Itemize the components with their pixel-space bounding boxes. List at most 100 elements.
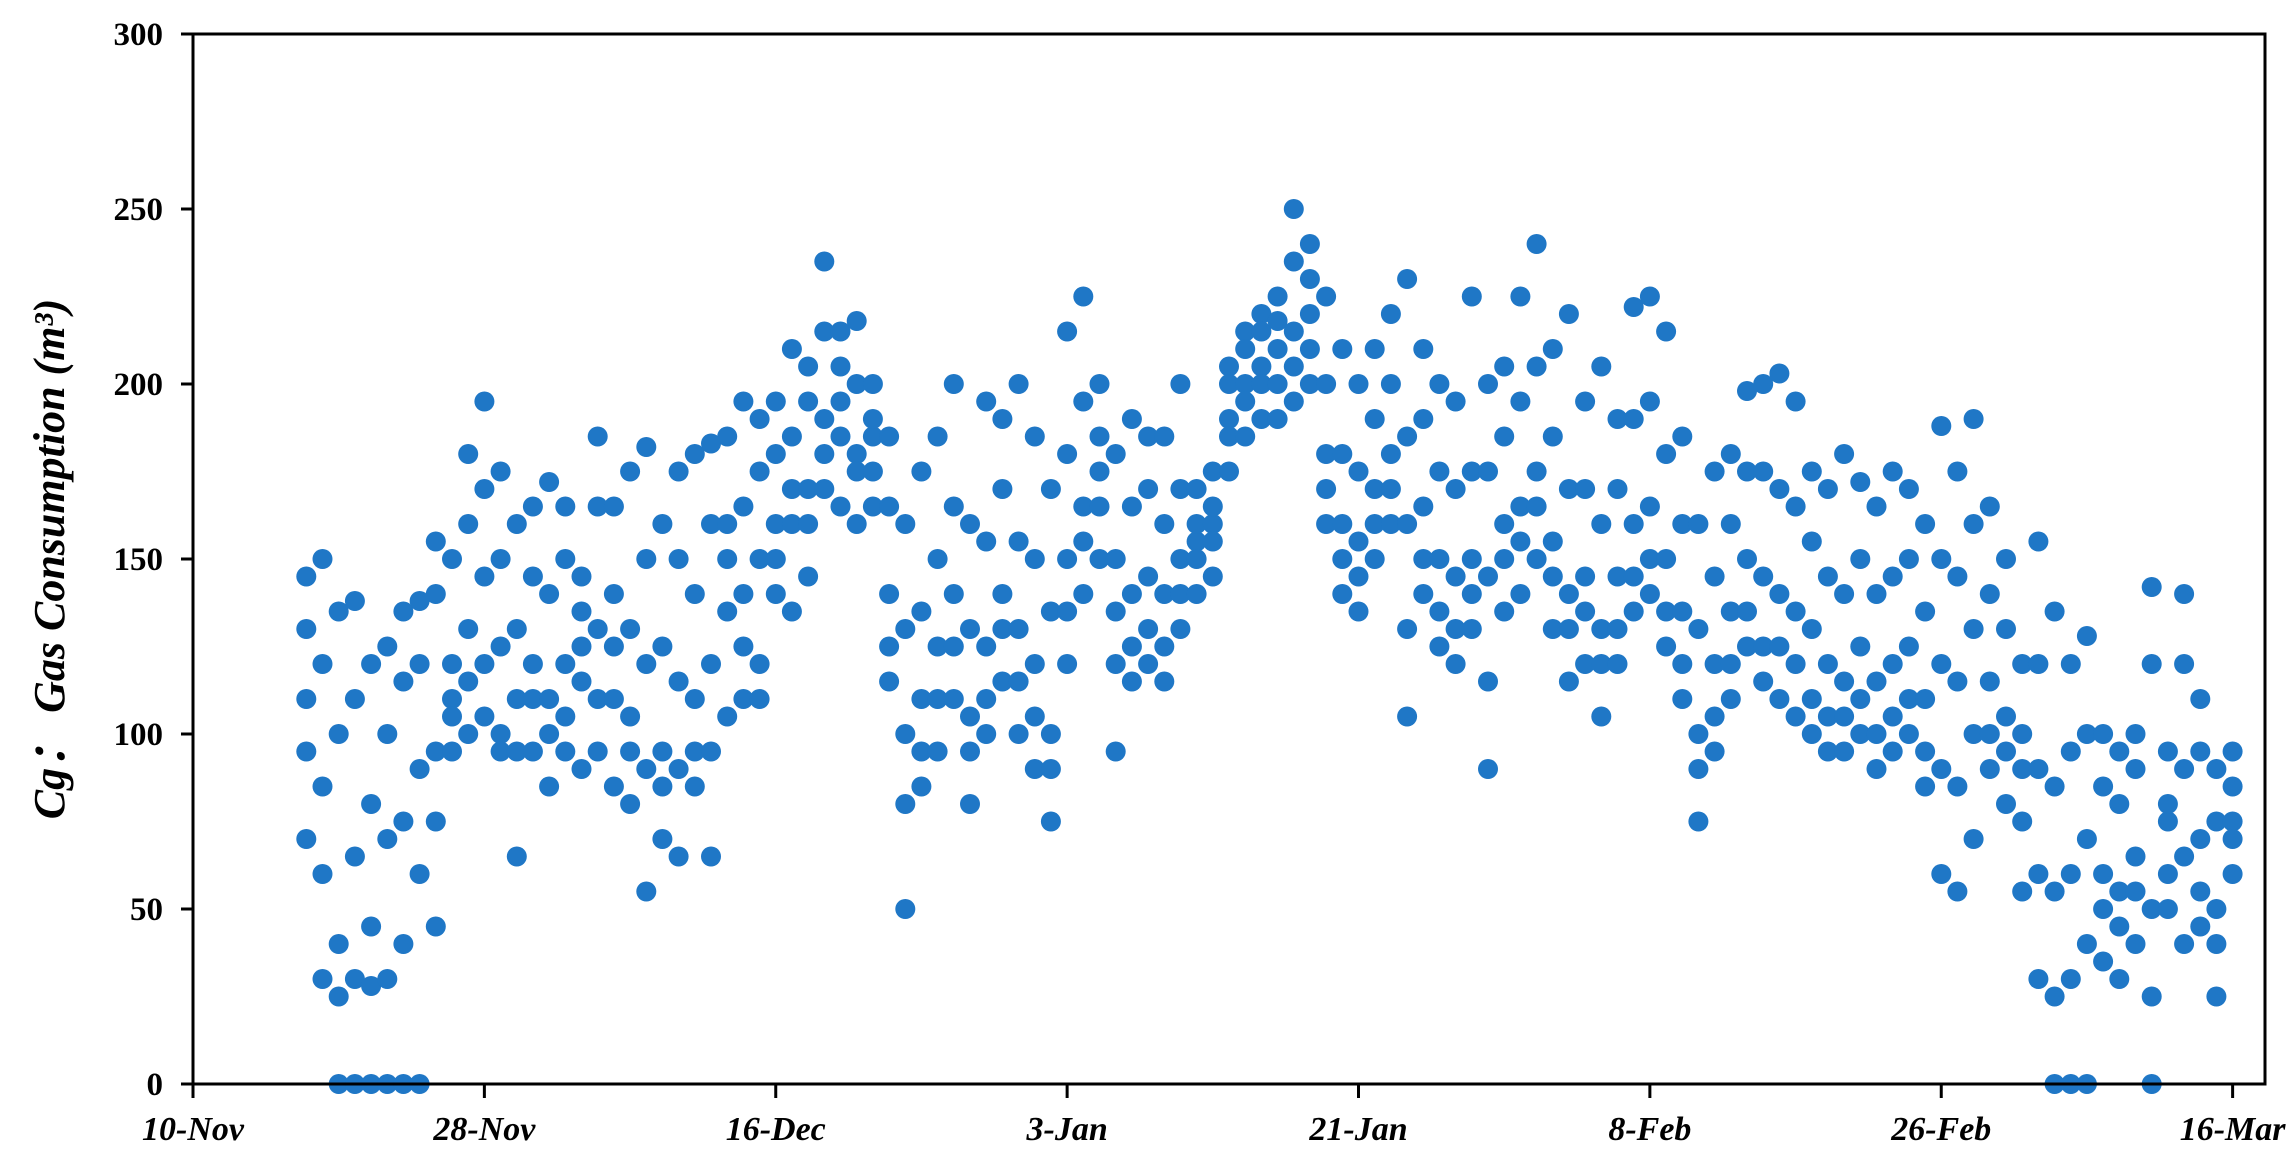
data-point — [1121, 409, 1142, 429]
data-point — [1186, 479, 1207, 499]
data-point — [895, 619, 916, 639]
data-point — [684, 444, 705, 464]
data-point — [1267, 311, 1288, 331]
data-point — [1558, 619, 1579, 639]
data-point — [1299, 269, 1320, 289]
data-point — [636, 654, 657, 674]
data-point — [1089, 426, 1110, 447]
data-point — [1963, 409, 1984, 429]
data-point — [312, 969, 333, 989]
data-point — [1316, 514, 1337, 534]
data-point — [1575, 654, 1596, 674]
data-point — [555, 706, 576, 727]
data-point — [1413, 409, 1434, 429]
data-point — [1866, 759, 1887, 779]
data-point — [1737, 381, 1757, 401]
data-point — [1850, 724, 1871, 744]
data-point — [1898, 689, 1919, 709]
x-tick-label: 28-Nov — [432, 1111, 536, 1148]
data-point — [1267, 374, 1288, 394]
data-point — [474, 391, 495, 412]
data-point — [506, 846, 527, 867]
data-point — [1639, 584, 1660, 604]
data-point — [992, 584, 1013, 604]
data-point — [1154, 671, 1175, 692]
data-point — [1607, 566, 1628, 587]
data-point — [960, 514, 980, 534]
data-point — [1397, 619, 1418, 639]
data-point — [409, 591, 430, 611]
data-point — [1526, 461, 1547, 482]
data-point — [1202, 566, 1223, 587]
data-point — [587, 619, 608, 639]
data-point — [458, 619, 479, 639]
data-point — [425, 916, 446, 937]
data-point — [1105, 654, 1126, 674]
data-point — [1720, 689, 1741, 709]
data-point — [442, 741, 462, 762]
data-point — [1089, 374, 1110, 394]
data-point — [1996, 794, 2016, 814]
data-point — [733, 584, 754, 604]
data-point — [798, 391, 819, 412]
data-point — [1785, 706, 1806, 727]
data-point — [506, 741, 527, 762]
data-point — [1882, 654, 1903, 674]
data-point — [1672, 514, 1693, 534]
data-point — [1040, 811, 1061, 832]
data-point — [1769, 363, 1790, 384]
data-point — [1996, 549, 2016, 569]
data-point — [1963, 724, 1984, 744]
data-point — [1510, 286, 1531, 307]
data-point — [296, 619, 317, 639]
data-point — [1380, 444, 1401, 464]
data-point — [2190, 689, 2211, 709]
data-point — [1364, 409, 1385, 429]
data-point — [1834, 671, 1855, 692]
data-point — [1397, 269, 1418, 289]
data-point — [1299, 374, 1320, 394]
data-point — [1866, 584, 1887, 604]
data-point — [862, 461, 883, 482]
data-point — [1235, 391, 1256, 412]
data-point — [1915, 514, 1936, 534]
data-point — [1380, 304, 1401, 324]
data-point — [1154, 636, 1175, 657]
data-point — [1817, 479, 1838, 499]
data-point — [1299, 304, 1320, 324]
data-point — [296, 829, 317, 849]
data-point — [1316, 444, 1337, 464]
data-point — [1542, 426, 1563, 447]
data-point — [2109, 794, 2130, 814]
data-point — [717, 601, 738, 622]
data-point — [636, 549, 657, 569]
data-point — [1461, 461, 1482, 482]
data-point — [587, 496, 608, 517]
data-point — [943, 584, 964, 604]
data-point — [1801, 531, 1822, 552]
data-point — [1494, 426, 1515, 447]
data-point — [668, 671, 689, 692]
data-point — [2157, 899, 2178, 919]
data-point — [1429, 461, 1450, 482]
data-point — [1510, 584, 1531, 604]
data-point — [539, 776, 560, 797]
data-point — [1785, 654, 1806, 674]
data-point — [1461, 286, 1482, 307]
data-point — [1364, 549, 1385, 569]
data-point — [393, 671, 414, 692]
data-point — [1235, 321, 1256, 342]
data-point — [361, 916, 382, 937]
data-point — [830, 321, 851, 342]
data-point — [1623, 297, 1644, 317]
data-point — [1429, 374, 1450, 394]
data-point — [555, 496, 576, 517]
data-point — [992, 671, 1013, 692]
data-point — [943, 496, 964, 517]
data-point — [1235, 374, 1256, 394]
data-point — [668, 461, 689, 482]
data-point — [1105, 444, 1126, 464]
data-point — [2174, 846, 2195, 867]
data-point — [1607, 654, 1628, 674]
data-point — [1801, 619, 1822, 639]
